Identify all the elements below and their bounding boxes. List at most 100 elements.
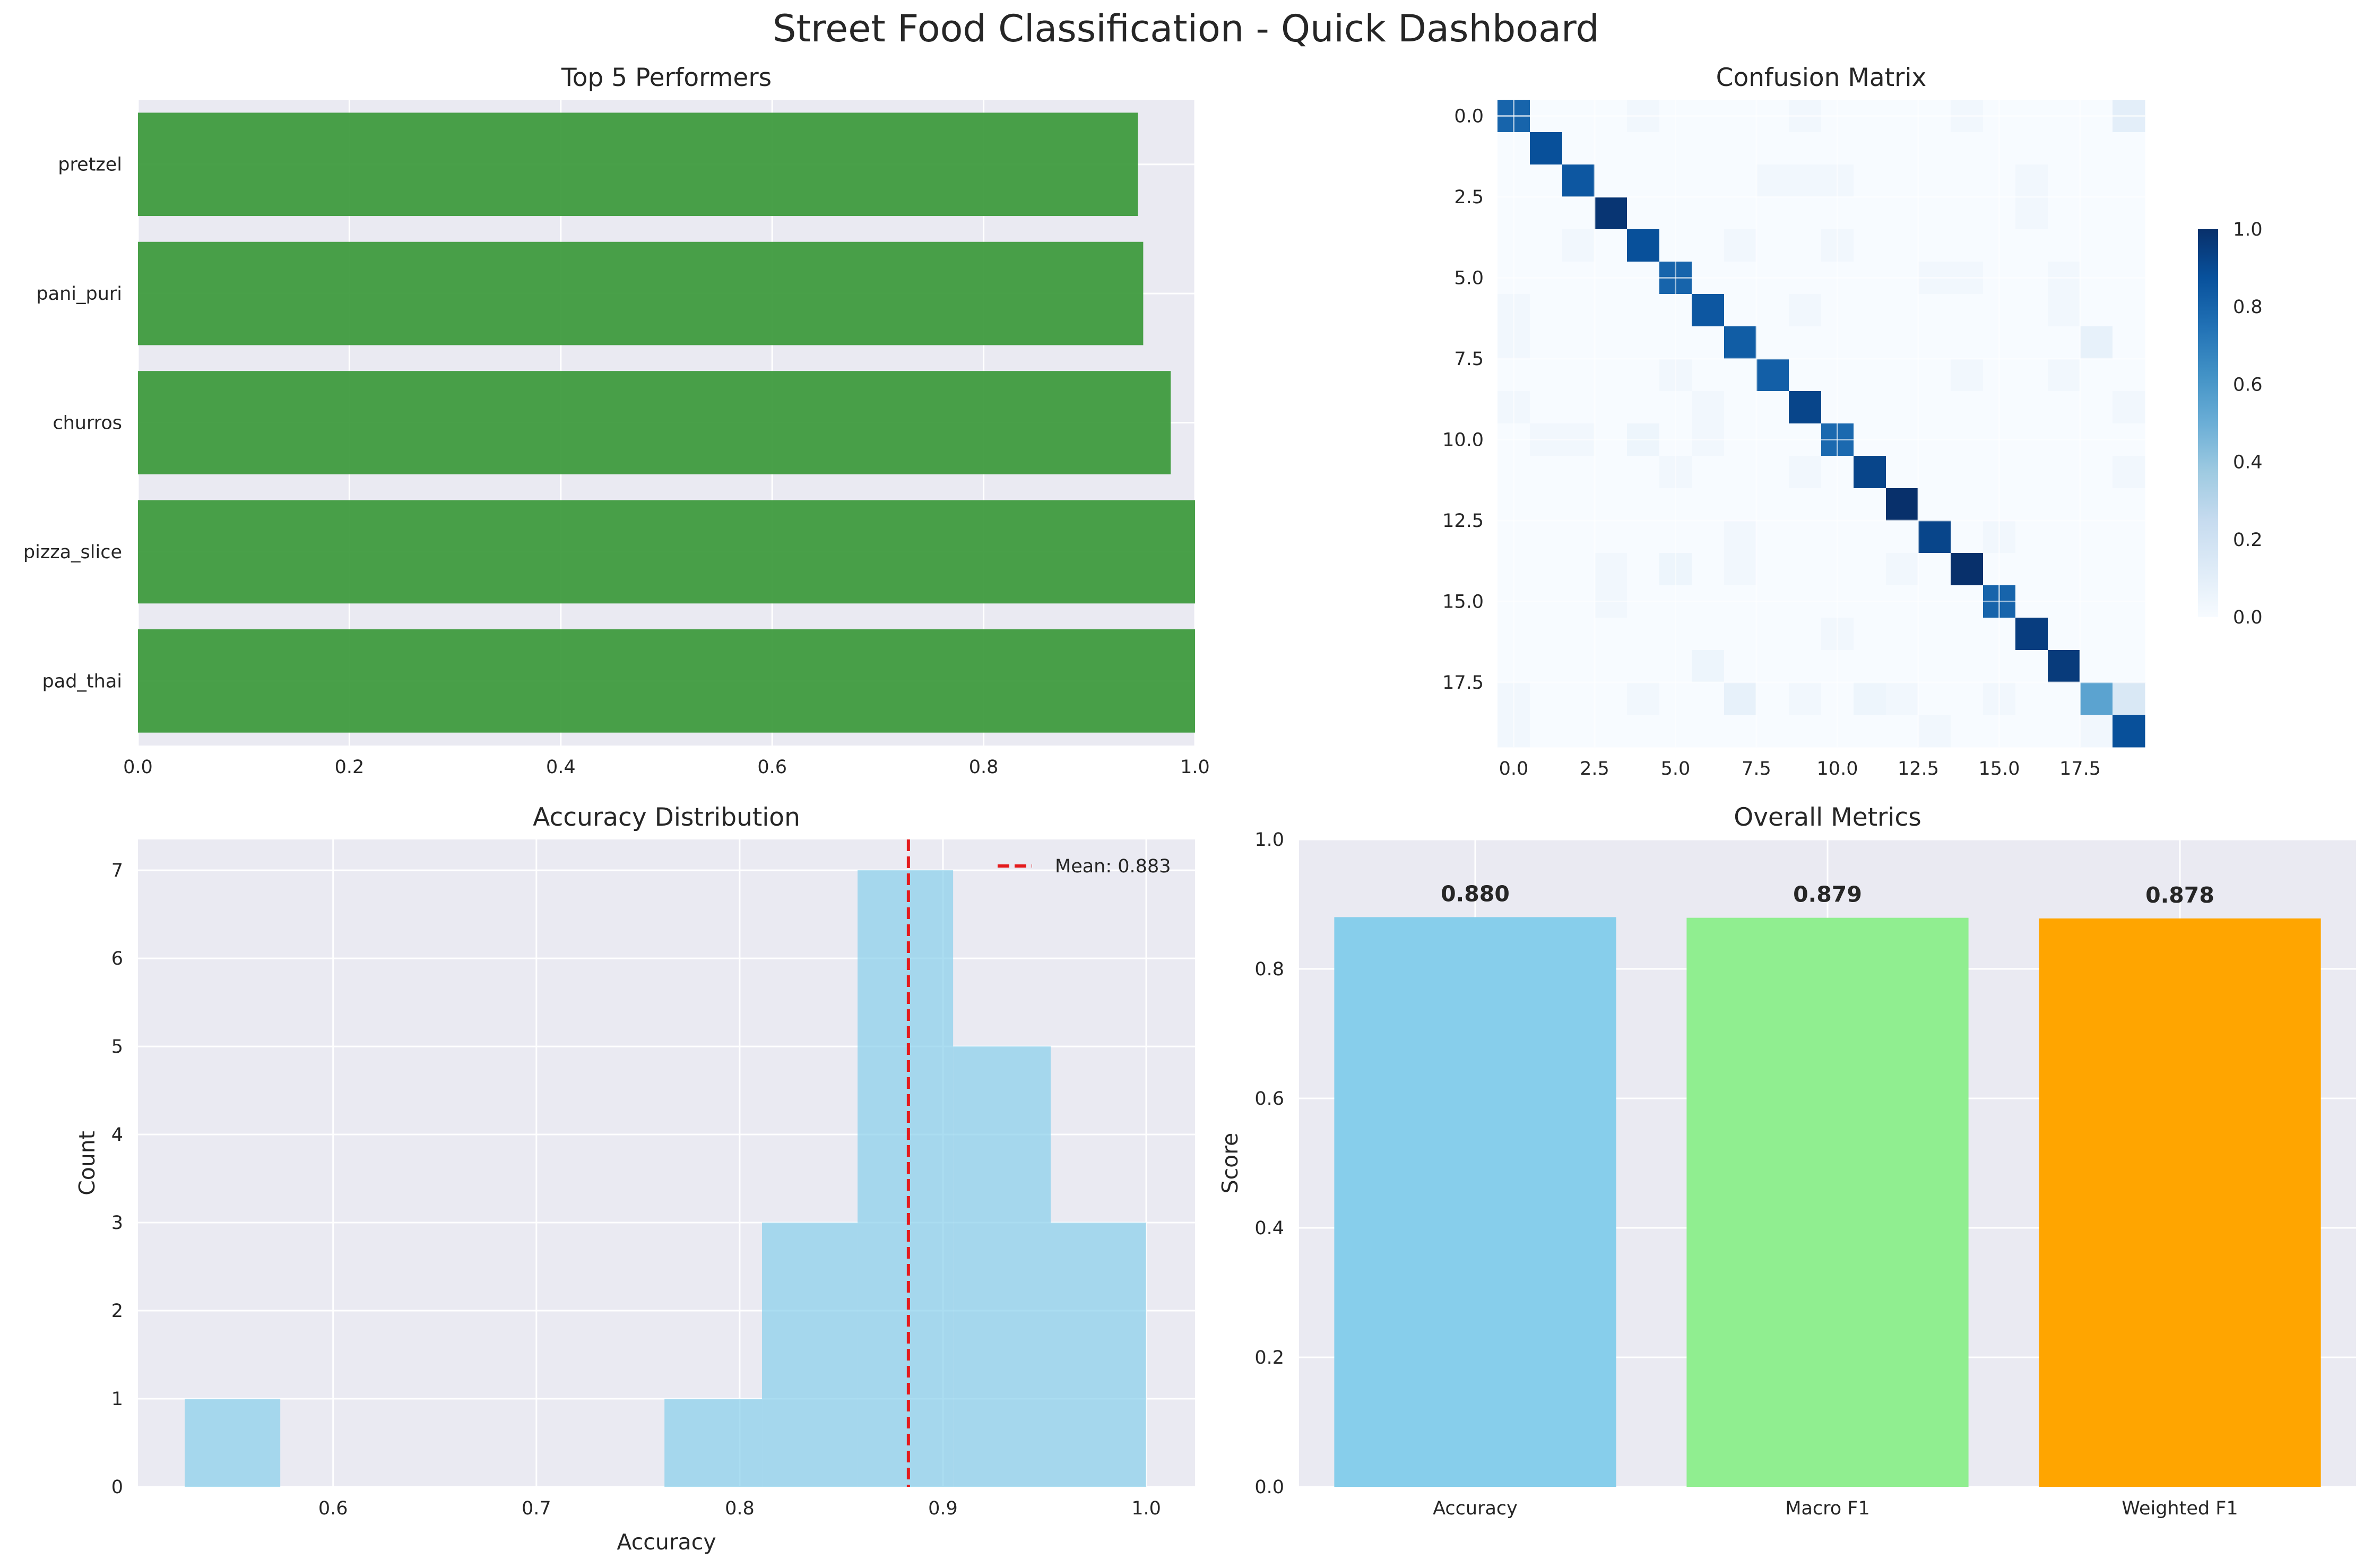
cell <box>1886 326 1919 359</box>
cell <box>1756 521 1789 553</box>
cell <box>2048 553 2081 586</box>
cell <box>2113 294 2145 327</box>
cell <box>2048 229 2081 262</box>
cell <box>1789 326 1822 359</box>
cell <box>1530 553 1563 586</box>
cell <box>1789 132 1822 165</box>
cell <box>2080 197 2113 230</box>
cell <box>1951 132 1984 165</box>
cell <box>1692 618 1725 651</box>
cell <box>1951 553 1984 586</box>
cell <box>1951 715 1984 748</box>
colorbar-tick-label: 0.6 <box>2233 374 2263 395</box>
colorbar <box>2198 229 2218 617</box>
colorbar-tick-label: 0.8 <box>2233 297 2263 318</box>
cell <box>2015 682 2048 715</box>
cell <box>2048 164 2081 197</box>
confusion-matrix-panel: 0.0 2.5 5.0 7.5 10.0 12.5 15.0 17.5 0.0 2.5 5.0 7.5… <box>1442 63 2263 779</box>
y-tick-label: 1 <box>111 1389 123 1410</box>
cell <box>1692 488 1725 521</box>
histogram-bar <box>858 870 954 1487</box>
x-tick-label: 0.6 <box>757 757 787 778</box>
cell <box>1886 132 1919 165</box>
cell <box>1724 359 1757 392</box>
cell <box>1692 164 1725 197</box>
colorbar-tick-label: 0.4 <box>2233 452 2263 473</box>
cell <box>1886 164 1919 197</box>
cell <box>1854 326 1886 359</box>
cell <box>1595 359 1627 392</box>
cell <box>1854 456 1886 489</box>
cell <box>1595 132 1627 165</box>
cell <box>1854 488 1886 521</box>
cell <box>1854 715 1886 748</box>
cell <box>2113 164 2145 197</box>
bar-pad_thai <box>138 629 1195 733</box>
cell <box>2015 229 2048 262</box>
cell <box>1562 391 1595 424</box>
x-tick-label: 0.7 <box>522 1498 551 1519</box>
y-tick-label: 0.6 <box>1254 1088 1284 1110</box>
cell <box>1918 326 1951 359</box>
cell <box>1951 488 1984 521</box>
cell <box>1627 553 1660 586</box>
cell <box>1951 359 1984 392</box>
cell <box>1595 650 1627 683</box>
cell <box>1530 488 1563 521</box>
cell <box>1595 521 1627 553</box>
y-tick-label: 0.8 <box>1254 959 1284 980</box>
cell <box>1756 488 1789 521</box>
cell <box>2048 682 2081 715</box>
cell <box>1886 391 1919 424</box>
cell <box>1530 682 1563 715</box>
y-tick-label: pretzel <box>58 154 122 176</box>
x-tick-label: 17.5 <box>2059 758 2101 779</box>
cell <box>2113 715 2145 748</box>
cell <box>1595 553 1627 586</box>
cell <box>1756 294 1789 327</box>
cell <box>1789 715 1822 748</box>
cell <box>1886 197 1919 230</box>
top-performers-panel: 0.0 0.2 0.4 0.6 0.8 1.0 pretzel pani_purichurro… <box>23 63 1210 778</box>
cell <box>1724 650 1757 683</box>
cell <box>1951 391 1984 424</box>
cell <box>2080 456 2113 489</box>
colorbar-tick-label: 0.2 <box>2233 530 2263 551</box>
cell <box>1627 650 1660 683</box>
cell <box>1854 197 1886 230</box>
cell <box>1951 650 1984 683</box>
bar-pizza_slice <box>138 500 1195 604</box>
cell <box>1886 229 1919 262</box>
x-tick-label: 1.0 <box>1131 1498 1161 1519</box>
y-tick-label: 3 <box>111 1212 123 1234</box>
cell <box>1562 521 1595 553</box>
cell <box>1886 456 1919 489</box>
cell <box>1918 359 1951 392</box>
cell <box>1789 229 1822 262</box>
chart-title: Overall Metrics <box>1734 803 1921 832</box>
x-tick-label: 0.2 <box>335 757 365 778</box>
cell <box>1886 650 1919 683</box>
cell <box>1562 488 1595 521</box>
x-tick-label: 0.6 <box>318 1498 348 1519</box>
cell <box>1724 294 1757 327</box>
cell <box>1562 715 1595 748</box>
x-tick-label: 2.5 <box>1580 758 1609 779</box>
y-tick-label: 0.0 <box>1454 106 1484 127</box>
cell <box>1918 650 1951 683</box>
cell <box>1627 197 1660 230</box>
cell <box>1886 521 1919 553</box>
cell <box>1724 132 1757 165</box>
cell <box>1562 294 1595 327</box>
y-tick-label: 15.0 <box>1442 592 1484 613</box>
cell <box>1756 326 1789 359</box>
cell <box>1854 132 1886 165</box>
colorbar-tick-label: 1.0 <box>2233 219 2263 240</box>
bar-pani_puri <box>138 241 1144 345</box>
cell <box>1789 164 1822 197</box>
cell <box>1530 521 1563 553</box>
cell <box>1789 359 1822 392</box>
cell <box>2015 456 2048 489</box>
cell <box>2048 391 2081 424</box>
x-tick-label: 15.0 <box>1979 758 2020 779</box>
